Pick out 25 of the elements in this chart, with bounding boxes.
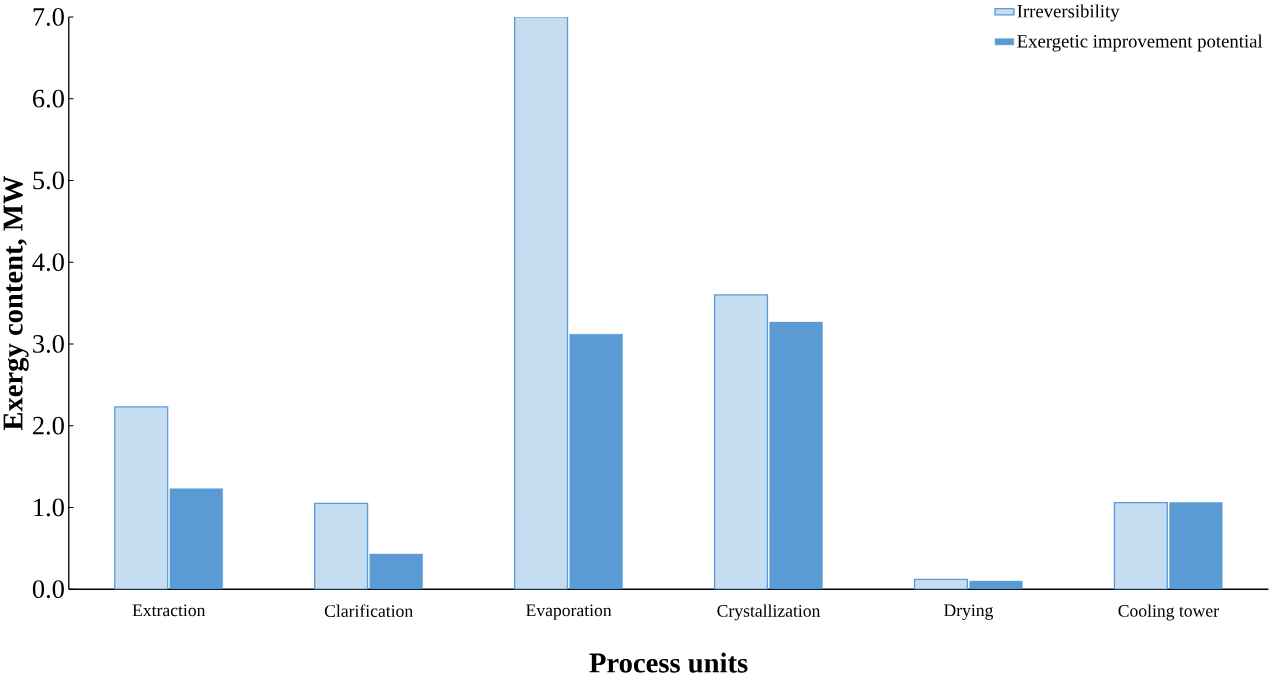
x-tick-label: Evaporation xyxy=(526,604,612,620)
bar xyxy=(314,502,369,590)
y-tick-label: 7.0 xyxy=(33,7,64,26)
bar xyxy=(914,579,968,590)
bar xyxy=(169,488,223,590)
x-tick-label: Drying xyxy=(944,604,994,620)
bar xyxy=(114,406,169,590)
x-tick-label: Clarification xyxy=(324,604,413,617)
y-tick-label: 4.0 xyxy=(32,253,64,271)
y-tick-label: 1.0 xyxy=(34,498,64,517)
x-tick-label: Crystallization xyxy=(717,604,821,621)
x-tick-label: Extraction xyxy=(132,604,206,617)
legend-label: Exergetic improvement potential xyxy=(1017,34,1263,52)
y-tick-label: 5.0 xyxy=(33,171,64,190)
x-axis-title: Process units xyxy=(589,652,748,673)
y-axis-title: Exergy content, MW xyxy=(3,175,29,430)
y-tick-label: 0.0 xyxy=(32,580,64,599)
y-tick-label: 6.0 xyxy=(33,89,64,108)
bar xyxy=(514,16,569,590)
y-tick-label: 2.0 xyxy=(33,416,64,435)
bar xyxy=(1113,501,1168,590)
bar xyxy=(713,294,769,590)
y-tick-label: 3.0 xyxy=(33,334,64,353)
legend-label: Irreversibility xyxy=(1017,4,1120,22)
x-tick-label: Cooling tower xyxy=(1118,604,1219,621)
